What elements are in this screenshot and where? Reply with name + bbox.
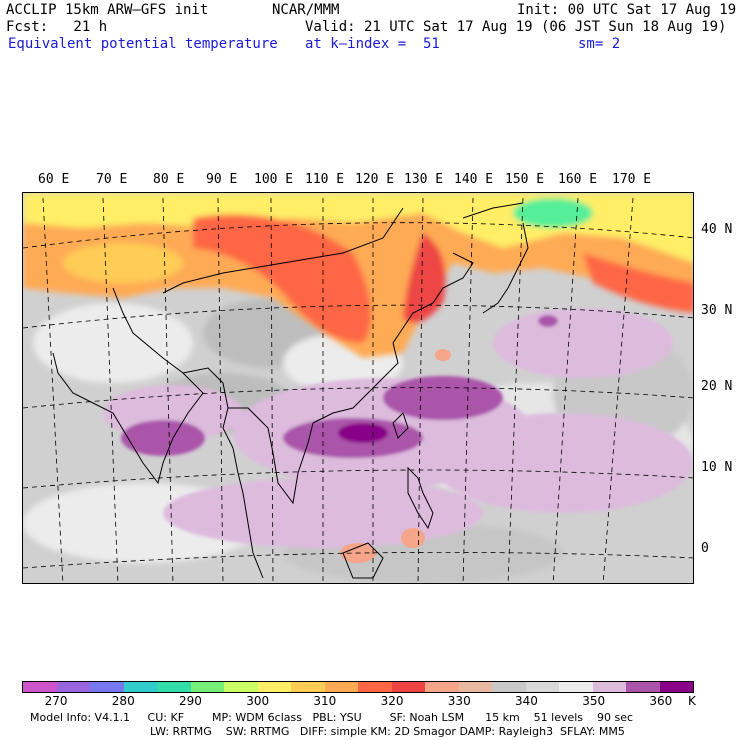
lat-label: 40 N	[701, 222, 733, 237]
colorbar-tick-label: 300	[246, 694, 270, 708]
colorbar-swatch	[458, 682, 492, 692]
colorbar-swatch	[659, 682, 693, 692]
colorbar-swatch	[23, 682, 57, 692]
colorbar-swatch	[90, 682, 124, 692]
colorbar-swatch	[559, 682, 593, 692]
colorbar-unit: K	[688, 694, 696, 708]
colorbar-swatch	[56, 682, 90, 692]
coastlines	[52, 202, 529, 579]
map-canvas	[23, 193, 693, 583]
lon-label: 170 E	[612, 172, 652, 187]
lon-label: 80 E	[153, 172, 185, 187]
colorbar-tick-label: 280	[111, 694, 135, 708]
colorbar-swatch	[324, 682, 358, 692]
smoothing: sm= 2	[578, 36, 621, 52]
colorbar-tick-label: 320	[380, 694, 404, 708]
colorbar-tick-label: 290	[179, 694, 202, 708]
colorbar-swatch	[358, 682, 392, 692]
center-label: NCAR/MMM	[272, 2, 340, 18]
lon-label: 150 E	[505, 172, 545, 187]
lon-label: 130 E	[404, 172, 444, 187]
colorbar-tick-label: 340	[515, 694, 538, 708]
lon-label: 120 E	[355, 172, 395, 187]
colorbar-swatch	[492, 682, 526, 692]
colorbar-swatch	[291, 682, 325, 692]
lon-label: 140 E	[454, 172, 494, 187]
valid-time: Valid: 21 UTC Sat 17 Aug 19 (06 JST Sun …	[305, 19, 727, 35]
model-info-line2: LW: RRTMG SW: RRTMG DIFF: simple KM: 2D …	[150, 725, 625, 738]
lon-label: 90 E	[206, 172, 238, 187]
lon-label: 70 E	[96, 172, 128, 187]
colorbar-tick-label: 310	[313, 694, 337, 708]
colorbar-swatch	[525, 682, 559, 692]
lat-label: 30 N	[701, 303, 733, 318]
colorbar-tick-label: 270	[44, 694, 68, 708]
colorbar-swatch	[157, 682, 191, 692]
colorbar-tick-label: 350	[582, 694, 606, 708]
model-info-line1: Model Info: V4.1.1 CU: KF MP: WDM 6class…	[30, 711, 634, 724]
graticule	[23, 197, 693, 583]
tropical-moist-field	[103, 308, 693, 548]
lat-label: 10 N	[701, 460, 733, 475]
colorbar-tick-label: 330	[447, 694, 471, 708]
lat-label: 20 N	[701, 379, 733, 394]
colorbar-swatch	[626, 682, 660, 692]
colorbar-swatch	[190, 682, 224, 692]
field-name: Equivalent potential temperature	[8, 36, 278, 52]
lon-label: 160 E	[558, 172, 598, 187]
colorbar-swatch	[425, 682, 459, 692]
map-panel	[22, 192, 694, 584]
lon-label: 100 E	[254, 172, 294, 187]
colorbar-swatch	[224, 682, 258, 692]
lon-label: 60 E	[38, 172, 70, 187]
level-index: at k–index = 51	[305, 36, 440, 52]
colorbar-swatch	[592, 682, 626, 692]
colorbar-swatch	[123, 682, 157, 692]
lat-label: 0	[701, 541, 709, 556]
lon-label: 110 E	[305, 172, 345, 187]
colorbar	[22, 681, 694, 693]
init-time: Init: 00 UTC Sat 17 Aug 19	[517, 2, 737, 18]
colorbar-swatch	[391, 682, 425, 692]
model-title: ACCLIP 15km ARW–GFS init	[6, 2, 209, 18]
colorbar-tick-label: 360	[649, 694, 673, 708]
forecast-hour: Fcst: 21 h	[6, 19, 108, 35]
colorbar-swatch	[257, 682, 291, 692]
